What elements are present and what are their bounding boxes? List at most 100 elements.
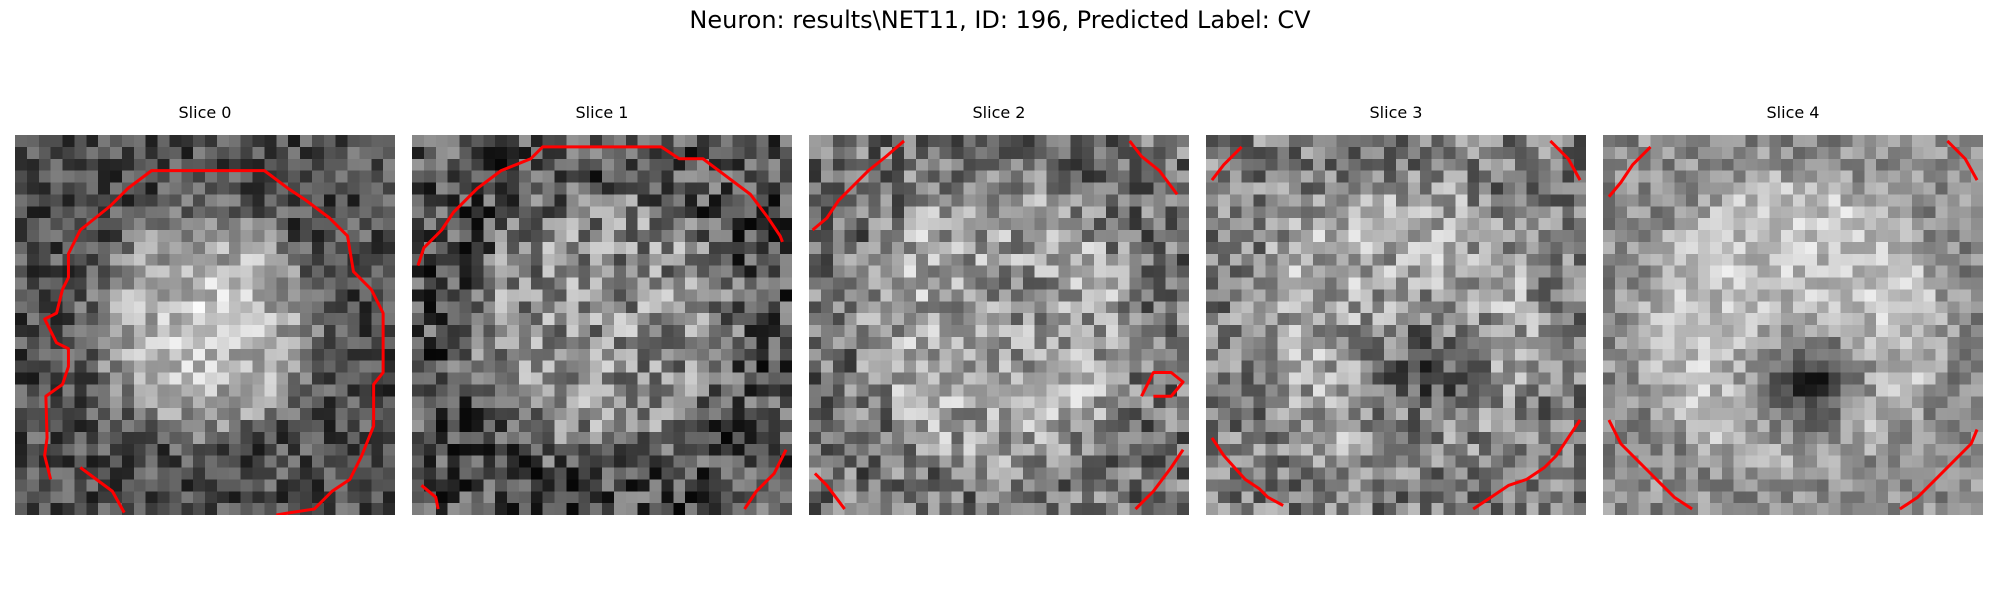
pixel — [1129, 253, 1142, 266]
pixel — [252, 218, 265, 231]
pixel — [288, 431, 301, 445]
pixel — [939, 360, 952, 373]
pixel — [1384, 158, 1397, 171]
pixel — [1574, 443, 1586, 456]
pixel — [459, 443, 472, 456]
pixel — [133, 158, 146, 171]
pixel — [1971, 253, 1983, 266]
pixel — [1899, 289, 1913, 302]
pixel — [868, 253, 881, 266]
pixel — [708, 420, 722, 433]
pixel — [300, 170, 313, 183]
pixel — [371, 230, 384, 243]
pixel — [276, 135, 289, 148]
pixel — [169, 206, 182, 219]
pixel — [1046, 265, 1059, 278]
pixel — [15, 360, 28, 373]
pixel — [566, 372, 579, 385]
pixel — [1289, 170, 1302, 183]
pixel — [15, 206, 28, 219]
pixel — [685, 503, 698, 515]
pixel — [1265, 467, 1278, 480]
pixel — [1745, 253, 1758, 266]
pixel — [323, 253, 336, 266]
pixel — [1638, 194, 1651, 207]
pixel — [1638, 253, 1651, 266]
pixel — [1852, 289, 1865, 302]
pixel — [649, 491, 662, 504]
pixel — [483, 158, 496, 171]
pixel — [1206, 503, 1219, 515]
pixel — [927, 170, 940, 183]
pixel — [74, 336, 87, 350]
pixel — [359, 182, 372, 195]
pixel — [1650, 348, 1663, 361]
pixel — [915, 241, 929, 255]
pixel — [1034, 289, 1047, 302]
pixel — [780, 146, 792, 160]
pixel — [323, 313, 336, 326]
pixel — [1769, 372, 1782, 385]
pixel — [963, 135, 976, 148]
pixel — [1947, 230, 1960, 243]
pixel — [1793, 348, 1806, 361]
pixel — [110, 455, 123, 468]
pixel — [1804, 206, 1818, 219]
pixel — [1686, 301, 1699, 314]
pixel — [554, 194, 567, 207]
pixel — [1550, 336, 1563, 350]
pixel — [1502, 372, 1516, 385]
pixel — [1674, 408, 1687, 421]
pixel — [15, 479, 28, 492]
pixel — [1384, 503, 1397, 515]
pixel — [1650, 265, 1663, 278]
pixel — [1117, 384, 1130, 397]
pixel — [1514, 253, 1527, 266]
pixel — [1010, 455, 1024, 468]
pixel — [276, 218, 289, 231]
pixel — [720, 348, 733, 361]
pixel — [459, 182, 472, 195]
pixel — [1253, 443, 1266, 456]
pixel — [311, 408, 325, 421]
pixel — [927, 479, 940, 492]
pixel — [1241, 170, 1254, 183]
pixel — [1562, 491, 1575, 504]
pixel — [86, 241, 99, 255]
pixel — [383, 265, 395, 278]
pixel — [1241, 218, 1254, 231]
pixel — [1638, 301, 1651, 314]
pixel — [1923, 170, 1936, 183]
pixel — [1177, 491, 1189, 504]
pixel — [38, 348, 51, 361]
pixel — [1514, 467, 1527, 480]
pixel — [323, 479, 336, 492]
pixel — [110, 301, 123, 314]
pixel — [1864, 408, 1877, 421]
pixel — [1638, 218, 1651, 231]
pixel — [1141, 396, 1154, 409]
pixel — [530, 360, 543, 373]
pixel — [359, 384, 372, 397]
pixel — [1301, 384, 1314, 397]
pixel — [1082, 360, 1095, 373]
pixel — [110, 313, 123, 326]
pixel — [86, 301, 99, 314]
pixel — [625, 313, 638, 326]
pixel — [1058, 241, 1071, 255]
pixel — [963, 170, 976, 183]
pixel — [1686, 158, 1699, 171]
pixel — [1046, 289, 1059, 302]
pixel — [459, 135, 472, 148]
pixel — [1733, 146, 1746, 160]
pixel — [1526, 230, 1539, 243]
pixel — [820, 336, 834, 350]
pixel — [423, 253, 437, 266]
pixel — [252, 146, 265, 160]
pixel — [1562, 194, 1575, 207]
pixel — [554, 431, 567, 445]
pixel — [205, 408, 218, 421]
pixel — [74, 503, 87, 515]
pixel — [311, 336, 325, 350]
pixel — [856, 182, 869, 195]
